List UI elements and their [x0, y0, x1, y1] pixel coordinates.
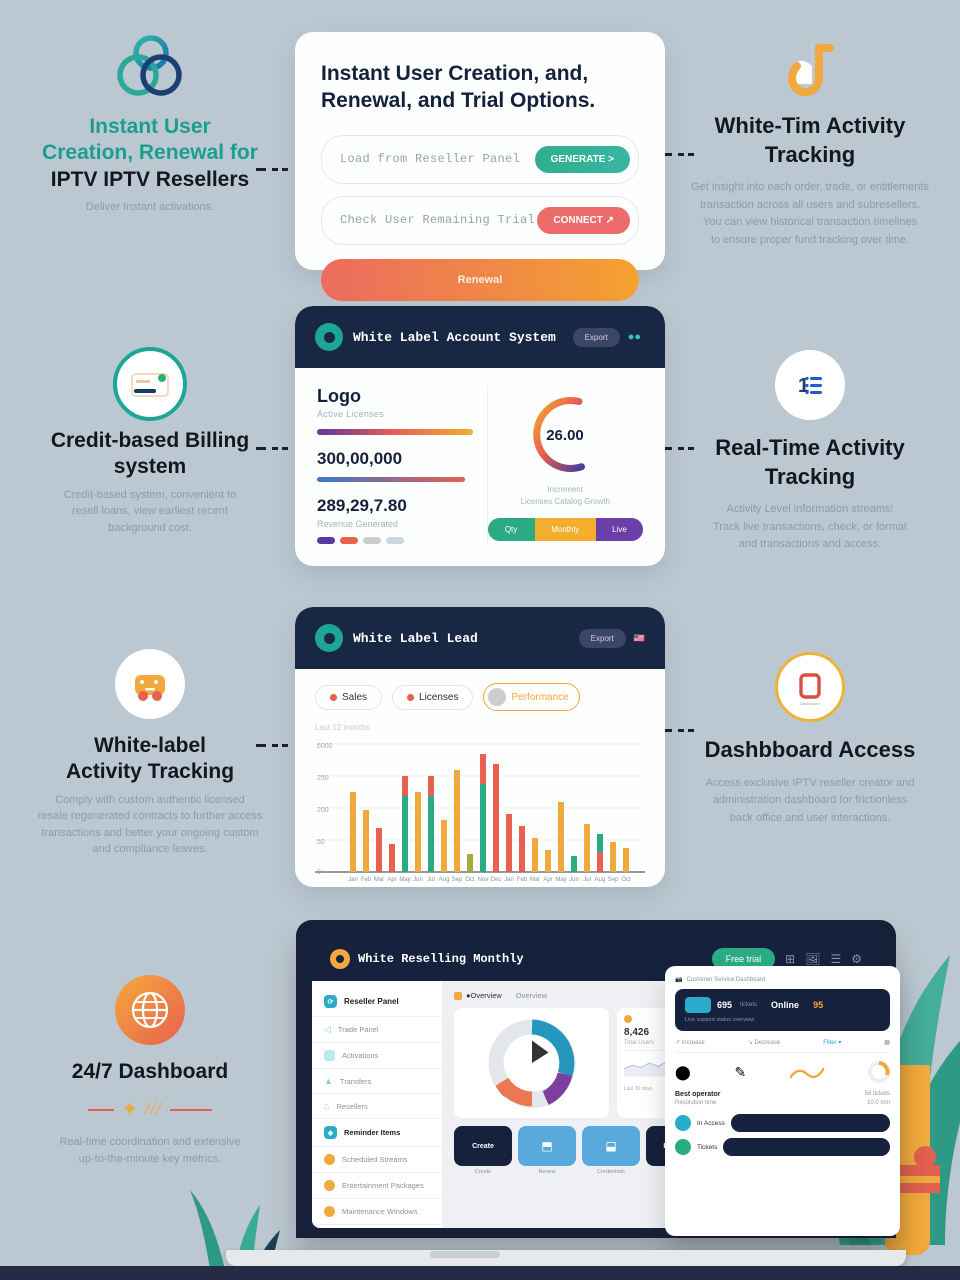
svg-text:Apr: Apr [543, 877, 552, 883]
svg-text:50: 50 [317, 839, 325, 846]
svg-text:Jul: Jul [427, 877, 435, 883]
svg-text:Feb: Feb [361, 877, 372, 883]
svg-text:Jun: Jun [569, 877, 579, 883]
svg-text:Feb: Feb [517, 877, 528, 883]
svg-text:26.00: 26.00 [546, 427, 584, 444]
svg-text:Jul: Jul [583, 877, 591, 883]
svg-text:Mar: Mar [530, 877, 540, 883]
svg-text:Oct: Oct [465, 877, 475, 883]
svg-text:Nov: Nov [478, 877, 489, 883]
svg-text:0: 0 [317, 869, 321, 876]
svg-text:250: 250 [317, 775, 329, 782]
svg-text:May: May [555, 877, 566, 883]
svg-text:Jan: Jan [504, 877, 514, 883]
svg-text:Jun: Jun [413, 877, 423, 883]
svg-text:Aug: Aug [439, 877, 450, 883]
svg-text:Dec: Dec [491, 877, 502, 883]
svg-text:Sep: Sep [452, 877, 463, 883]
svg-text:Aug: Aug [595, 877, 606, 883]
svg-text:Mar: Mar [374, 877, 384, 883]
svg-text:Jan: Jan [348, 877, 358, 883]
svg-text:6000: 6000 [317, 743, 333, 750]
svg-text:May: May [399, 877, 410, 883]
svg-text:200: 200 [317, 807, 329, 814]
svg-text:Apr: Apr [387, 877, 396, 883]
svg-text:Sep: Sep [608, 877, 619, 883]
svg-text:Oct: Oct [621, 877, 631, 883]
